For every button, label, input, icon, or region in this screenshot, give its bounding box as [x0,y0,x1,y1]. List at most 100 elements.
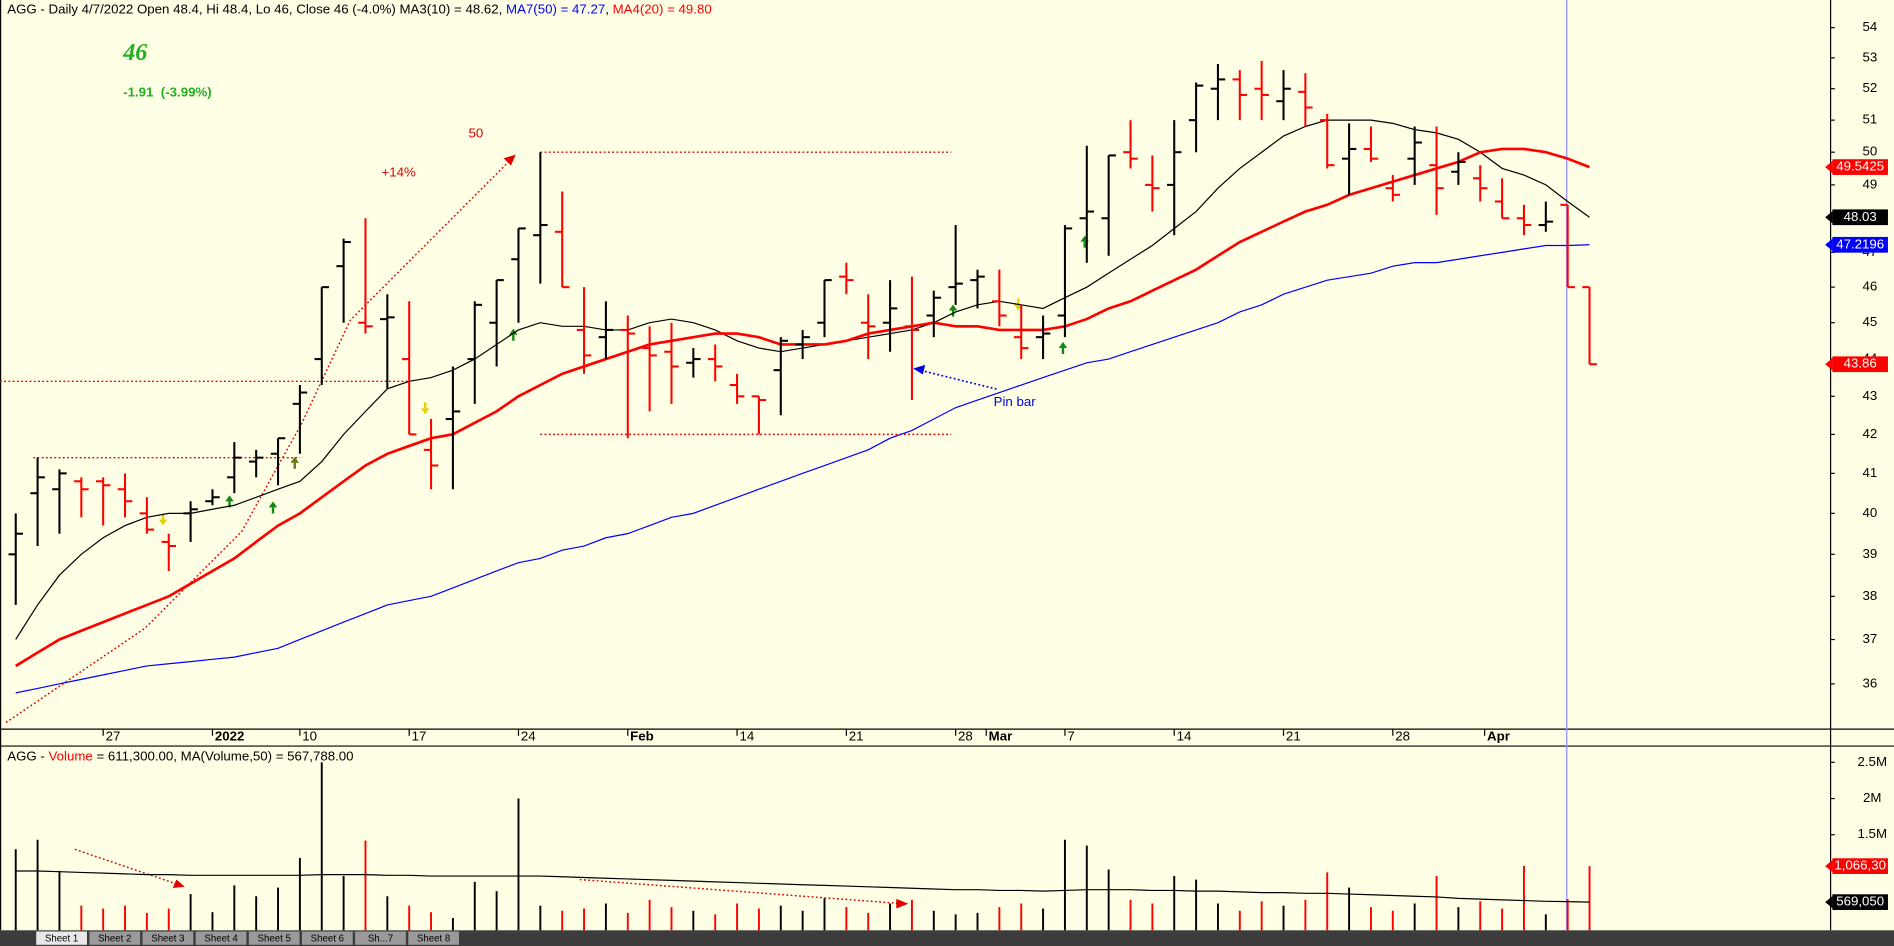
volume-ma [15,870,1590,903]
annotation: Pin bar [994,394,1037,409]
sheet-tab[interactable] [408,931,460,945]
y-tick-label: 38 [1862,588,1877,603]
y-tick-label: 45 [1862,314,1877,329]
y-tick-label: 2M [1863,790,1881,805]
y-tick-label: 50 [1862,144,1877,159]
y-tick-label: 37 [1862,631,1877,646]
sheet-tab[interactable] [142,931,194,945]
price-label: 46 [122,39,148,66]
signal-arrow [158,519,168,526]
x-tick-label: 28 [1395,729,1410,744]
header-part: MA4(20) = 49.80 [613,1,712,16]
header-part: = 611,300.00, MA(Volume,50) = 567,788.00 [93,748,354,763]
volume-last-label-pointer [1825,860,1833,873]
x-tick-label: 21 [849,729,864,744]
x-tick-label: 14 [739,729,754,744]
annotation: +14% [381,164,415,179]
signal-arrow [509,328,518,335]
sheet-tab-label[interactable]: Sheet 6 [311,933,344,944]
sheet-tab[interactable] [36,931,87,945]
sheet-tab-label[interactable]: Sheet 5 [258,933,291,944]
header-part: AGG - Daily 4/7/2022 Open 48.4, Hi 48.4,… [7,1,506,16]
pane-header: AGG - Volume = 611,300.00, MA(Volume,50)… [7,748,353,763]
y-tick-label: 1.5M [1858,826,1887,841]
volume-ma-last-label-pointer [1825,896,1833,909]
arrow-head [896,898,909,909]
y-tick-label: 51 [1862,112,1877,127]
sheet-tab[interactable] [195,931,247,945]
close-last-label-pointer [1825,358,1833,371]
annotation: 50 [469,126,484,141]
ma-last-label-box [1832,209,1888,226]
y-tick-label: 41 [1862,465,1877,480]
arrow-head [503,154,516,166]
x-tick-label: 27 [106,729,121,744]
y-tick-label: 39 [1862,546,1877,561]
sheet-tab-label[interactable]: Sheet 2 [98,933,131,944]
sheet-tab[interactable] [355,931,406,945]
x-tick-label: 14 [1177,729,1192,744]
signal-arrow [225,495,234,502]
ma-last-label-box [1832,236,1888,253]
x-tick-label: Mar [989,729,1013,744]
ma-last-label: 47.2196 [1836,236,1884,251]
header-part: MA7(50) = 47.27 [506,1,605,16]
y-tick-label: 43 [1862,388,1877,403]
signal-arrow [1058,341,1068,348]
pane-header: AGG - Daily 4/7/2022 Open 48.4, Hi 48.4,… [7,1,712,16]
y-tick-label: 52 [1862,80,1877,95]
moving-average [15,244,1590,694]
sheet-tab[interactable] [301,931,353,945]
trend-arrow [5,156,514,724]
x-tick-label: 21 [1286,729,1301,744]
y-tick-label: 53 [1862,49,1877,64]
pin-arrow [917,368,997,390]
sheet-tab[interactable] [89,931,141,945]
y-tick-label: 42 [1862,426,1877,441]
y-tick-label: 46 [1862,279,1877,294]
vol-arrow [74,848,182,887]
header-part: , [605,1,612,16]
close-last-label: 43.86 [1844,356,1877,371]
signal-arrow [290,456,299,463]
x-tick-label: Apr [1487,729,1510,744]
sheet-tab-label[interactable]: Sheet 8 [417,933,450,944]
ma-last-label-pointer [1825,238,1833,251]
change-label: -1.91 (-3.99%) [123,85,211,100]
sheet-tab[interactable] [248,931,300,945]
x-tick-label: 10 [302,729,317,744]
volume-last-label-box [1832,858,1888,874]
ma-last-label-pointer [1825,161,1833,174]
ma-last-label: 48.03 [1844,209,1877,224]
ma-last-label-box [1832,159,1888,175]
sheet-tab-label[interactable]: Sheet 1 [45,933,78,944]
y-tick-label: 2.5M [1858,754,1887,769]
volume-ma-last-label-box [1832,894,1888,910]
close-last-label-box [1832,356,1888,373]
ma-last-label-pointer [1825,211,1833,224]
x-tick-label: Feb [630,729,654,744]
y-tick-label: 36 [1862,675,1877,690]
signal-arrow [420,408,430,415]
vol-arrow [579,878,904,905]
x-tick-label: 24 [521,729,536,744]
signal-arrow [268,501,278,508]
y-tick-label: 49 [1862,176,1877,191]
x-tick-label: 28 [958,729,973,744]
tab-bar [0,930,1894,946]
header-part: Volume [49,748,93,763]
arrow-head [172,879,185,889]
ma-last-label: 49.5425 [1836,159,1884,174]
y-tick-label: 40 [1862,505,1877,520]
volume-ma-last-label: 569,050 [1836,894,1884,909]
arrow-head [913,364,926,375]
x-tick-label: 2022 [215,729,245,744]
sheet-tab-label[interactable]: Sheet 3 [151,933,184,944]
sheet-tab-label[interactable]: Sh...7 [368,933,393,944]
sheet-tab-label[interactable]: Sheet 4 [204,933,238,944]
x-tick-label: 17 [412,729,427,744]
